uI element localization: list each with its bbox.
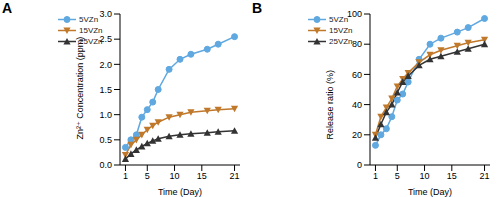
svg-text:5: 5 <box>145 171 150 181</box>
svg-text:21: 21 <box>480 171 490 181</box>
svg-text:Zn²⁺ Concentration (ppm): Zn²⁺ Concentration (ppm) <box>75 37 85 140</box>
svg-text:0.0: 0.0 <box>99 160 112 170</box>
svg-text:5: 5 <box>395 171 400 181</box>
svg-text:3.0: 3.0 <box>99 9 112 19</box>
svg-text:1: 1 <box>373 171 378 181</box>
svg-text:2.0: 2.0 <box>99 60 112 70</box>
svg-text:2.5: 2.5 <box>99 34 112 44</box>
html-text:25VZn: 25VZn <box>79 37 103 46</box>
svg-text:Release ratio (%): Release ratio (%) <box>325 70 335 140</box>
svg-text:Time (Day): Time (Day) <box>408 187 452 197</box>
svg-text:40: 40 <box>352 100 362 110</box>
svg-text:0.5: 0.5 <box>99 135 112 145</box>
html-text:B: B <box>252 0 263 16</box>
html-text:5VZn: 5VZn <box>329 15 349 24</box>
svg-text:1.0: 1.0 <box>99 110 112 120</box>
svg-text:60: 60 <box>352 70 362 80</box>
svg-text:1.5: 1.5 <box>99 85 112 95</box>
html-text:15VZn: 15VZn <box>329 26 353 35</box>
svg-text:15: 15 <box>447 171 457 181</box>
html-text:A: A <box>2 0 13 16</box>
svg-text:100: 100 <box>347 9 362 19</box>
svg-text:0: 0 <box>357 160 362 170</box>
svg-text:20: 20 <box>352 130 362 140</box>
svg-text:15: 15 <box>197 171 207 181</box>
html-text:5VZn: 5VZn <box>79 15 99 24</box>
svg-text:Time (Day): Time (Day) <box>158 187 202 197</box>
svg-text:21: 21 <box>230 171 240 181</box>
svg-text:10: 10 <box>420 171 430 181</box>
svg-text:1: 1 <box>123 171 128 181</box>
html-text:25VZn: 25VZn <box>329 37 353 46</box>
svg-text:80: 80 <box>352 39 362 49</box>
html-text:15VZn: 15VZn <box>79 26 103 35</box>
svg-text:10: 10 <box>170 171 180 181</box>
